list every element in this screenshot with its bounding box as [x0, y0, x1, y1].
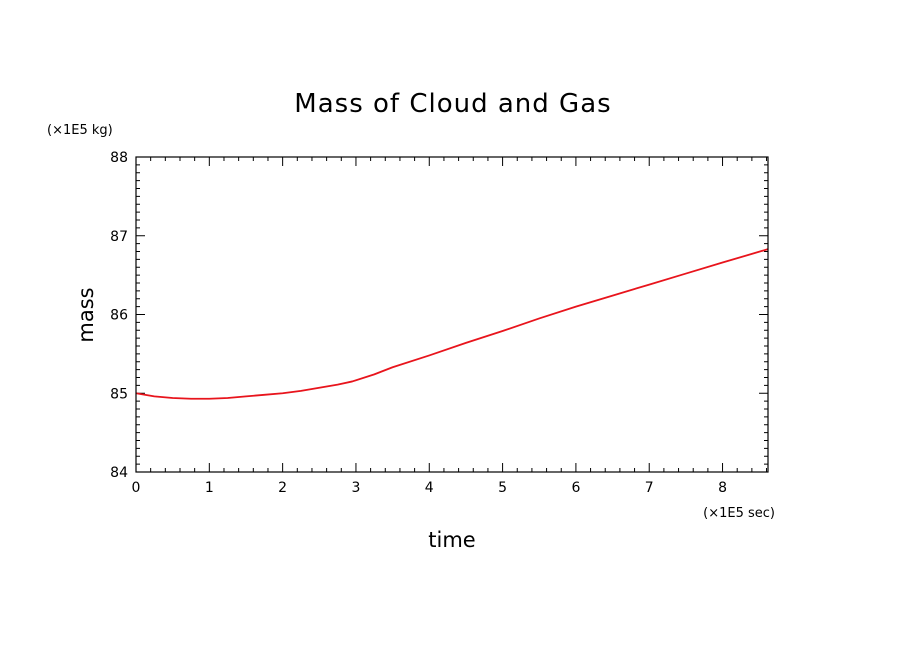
x-tick-label: 0	[132, 480, 141, 496]
x-tick-label: 2	[278, 480, 287, 496]
x-axis-unit: (×1E5 sec)	[703, 506, 775, 521]
x-axis-label: time	[428, 528, 475, 552]
y-tick-label: 88	[110, 150, 128, 166]
y-tick-label: 86	[110, 308, 128, 324]
x-tick-label: 4	[425, 480, 434, 496]
axis-ticks	[135, 156, 768, 473]
series-group	[135, 248, 769, 400]
y-axis-label: mass	[74, 287, 98, 342]
x-tick-label: 6	[571, 480, 580, 496]
x-tick-label: 1	[205, 480, 214, 496]
x-tick-label: 5	[498, 480, 507, 496]
tick-labels: 0 1 2 3 4 5 6 7 8 84 85 86 87 88	[110, 150, 727, 496]
plot-frame	[135, 156, 769, 473]
chart-title: Mass of Cloud and Gas	[294, 89, 611, 119]
y-tick-label: 84	[110, 465, 128, 481]
x-tick-label: 7	[645, 480, 654, 496]
y-axis-unit: (×1E5 kg)	[47, 123, 113, 138]
x-tick-label: 3	[351, 480, 360, 496]
x-tick-label: 8	[718, 480, 727, 496]
y-tick-label: 87	[110, 229, 128, 245]
y-tick-label: 85	[110, 386, 128, 402]
series-line-0	[135, 248, 769, 400]
